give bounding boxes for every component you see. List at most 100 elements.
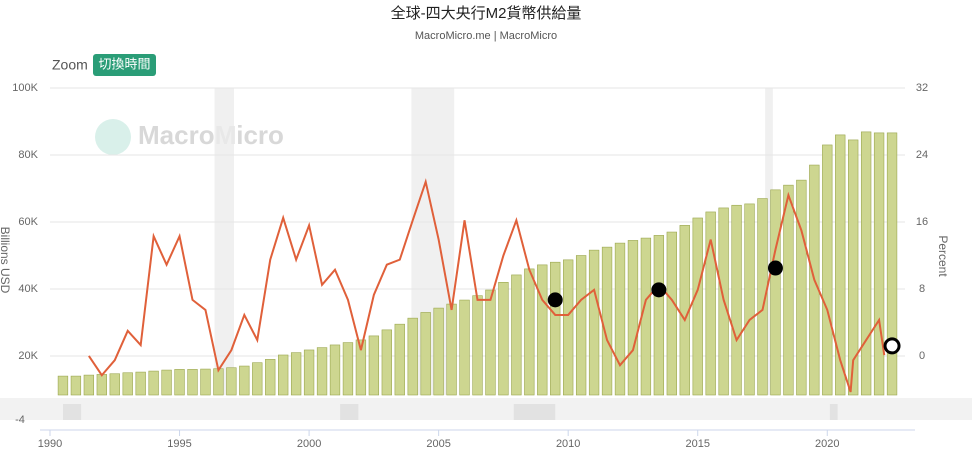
line	[88, 178, 886, 393]
bar	[316, 347, 328, 396]
y2-tick-label: 16	[916, 216, 928, 228]
bar	[187, 369, 198, 396]
navigator-band	[513, 404, 556, 420]
bar	[731, 204, 742, 396]
bar	[524, 268, 535, 396]
y-axis-title: Billions USD	[0, 227, 12, 294]
bar	[239, 365, 250, 396]
bar	[96, 374, 107, 396]
bar	[109, 373, 120, 396]
x-tick-label: 2010	[556, 438, 580, 450]
bar	[83, 374, 95, 396]
navigator-band	[829, 404, 838, 420]
bar	[381, 329, 392, 396]
navigator-band	[340, 404, 359, 420]
bar	[459, 299, 470, 396]
bar	[588, 249, 600, 396]
bar	[200, 368, 211, 396]
bar	[161, 369, 172, 396]
bar	[355, 339, 367, 396]
shaded-period	[214, 88, 234, 395]
bar	[873, 132, 885, 396]
bar	[57, 375, 69, 396]
bar	[290, 352, 302, 396]
bar	[537, 264, 548, 396]
x-tick-label: 2015	[685, 438, 709, 450]
bar	[394, 323, 405, 396]
marker	[651, 282, 667, 298]
y-tick-label: 80K	[18, 149, 38, 161]
bar	[627, 240, 639, 396]
watermark-logo	[95, 119, 131, 155]
bar	[666, 231, 677, 396]
bar	[705, 211, 716, 396]
y2-tick-label: 32	[916, 82, 928, 94]
y-tick-label: 20K	[18, 350, 38, 362]
bar	[886, 132, 898, 396]
navigator-band	[62, 404, 82, 420]
x-tick-label: 2005	[426, 438, 450, 450]
bar	[70, 375, 82, 396]
marker	[767, 260, 783, 276]
bar	[226, 367, 237, 396]
bar	[770, 189, 781, 396]
bar	[368, 335, 380, 396]
bar	[265, 359, 276, 396]
y-tick-label: 40K	[18, 283, 38, 295]
marker	[547, 292, 563, 308]
zoom-label: Zoom	[52, 57, 88, 73]
shaded-period	[765, 88, 773, 395]
bar	[433, 307, 444, 396]
bar	[122, 372, 133, 396]
navigator[interactable]	[0, 398, 972, 420]
bar	[860, 131, 872, 396]
bar	[653, 235, 665, 396]
bar	[822, 144, 833, 396]
bar	[796, 179, 807, 396]
y-tick-label: 60K	[18, 216, 38, 228]
y2-tick-label: 0	[919, 350, 925, 362]
x-tick-label: 1995	[167, 438, 191, 450]
bar	[511, 274, 522, 396]
bar	[692, 217, 703, 396]
y2-tick-label: 24	[916, 149, 928, 161]
bar	[472, 295, 483, 396]
bar	[575, 255, 587, 396]
bar	[420, 312, 431, 396]
y-tick-label: 100K	[12, 82, 38, 94]
bar	[744, 203, 755, 396]
bar	[848, 139, 859, 396]
bar	[278, 354, 289, 396]
chart-title: 全球-四大央行M2貨幣供給量	[391, 4, 582, 22]
bar	[252, 362, 263, 396]
navigator-label: -4	[15, 414, 25, 426]
x-tick-label: 2000	[297, 438, 321, 450]
bar	[563, 259, 574, 396]
bar	[757, 198, 768, 396]
y2-axis-title: Percent	[936, 235, 950, 277]
bar	[174, 369, 185, 396]
bar	[485, 289, 496, 396]
zoom-button-label[interactable]: 切換時間	[98, 56, 150, 71]
bar	[446, 303, 457, 396]
bar	[550, 261, 561, 396]
watermark: MacroMicro	[138, 120, 284, 150]
bar	[498, 281, 509, 396]
bar	[329, 344, 341, 396]
x-tick-label: 2020	[815, 438, 839, 450]
y2-tick-label: 8	[919, 283, 925, 295]
bar	[601, 246, 613, 396]
bar	[135, 371, 146, 396]
zoom-button[interactable]	[93, 54, 156, 76]
bar	[213, 368, 224, 396]
bar	[783, 184, 794, 396]
marker	[883, 337, 901, 355]
bar	[342, 342, 354, 396]
bar	[614, 242, 626, 396]
bar	[303, 349, 315, 396]
bar	[835, 134, 846, 396]
bar	[407, 317, 418, 396]
chart-subtitle: MacroMicro.me | MacroMicro	[415, 30, 557, 42]
x-tick-label: 1990	[38, 438, 62, 450]
